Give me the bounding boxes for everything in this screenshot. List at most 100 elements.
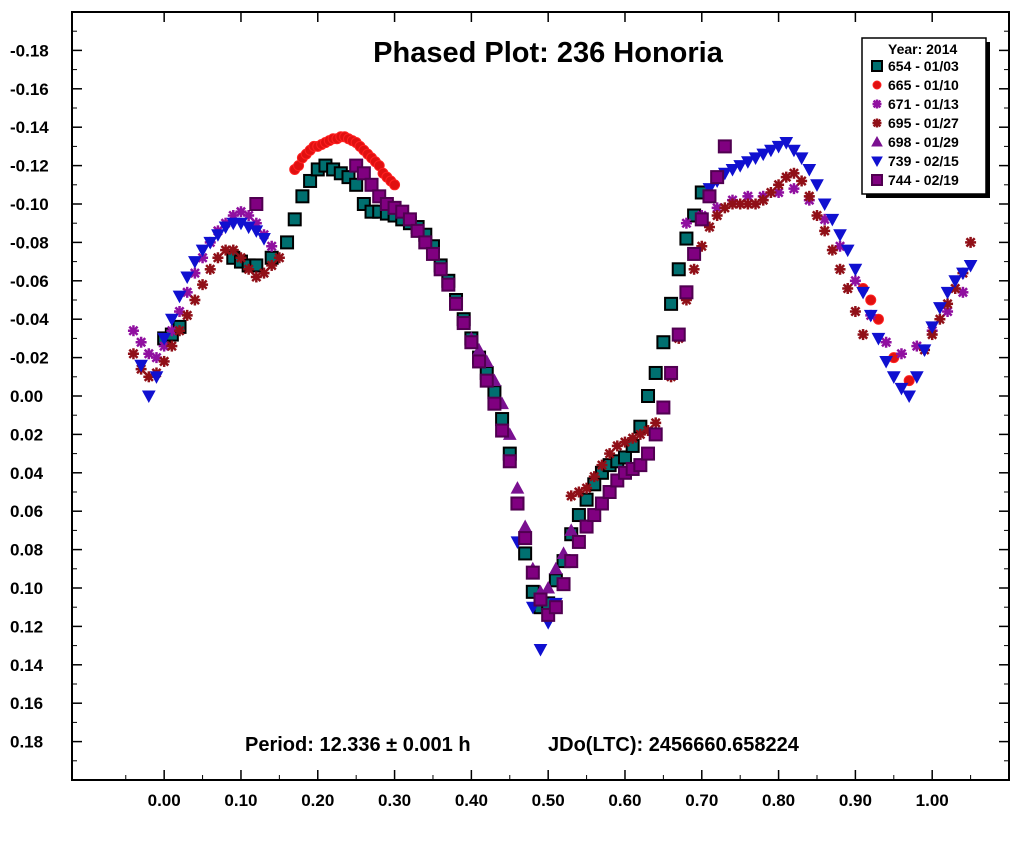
data-point — [273, 252, 285, 264]
data-point — [280, 235, 295, 250]
data-point — [141, 390, 156, 404]
data-point — [849, 275, 861, 287]
data-point — [773, 179, 785, 191]
series-3 — [127, 167, 977, 502]
data-point — [727, 198, 739, 210]
data-point — [633, 458, 648, 473]
data-point — [604, 448, 616, 460]
data-point — [402, 212, 417, 227]
x-tick-label: 0.20 — [301, 791, 334, 810]
legend-label: 665 - 01/10 — [888, 77, 959, 93]
y-tick-label: 0.14 — [10, 656, 44, 675]
data-point — [602, 485, 617, 499]
data-point — [212, 252, 224, 264]
data-point — [840, 244, 855, 258]
data-point — [174, 325, 186, 337]
x-tick-label: 0.60 — [608, 791, 641, 810]
data-point — [456, 316, 471, 331]
data-point — [518, 531, 533, 546]
y-tick-label: 0.04 — [10, 464, 44, 483]
data-point — [227, 244, 239, 256]
legend-title: Year: 2014 — [888, 41, 957, 57]
data-point — [495, 412, 510, 427]
legend: Year: 2014 654 - 01/03 665 - 01/10 671 - 0… — [861, 37, 990, 198]
data-point — [965, 236, 977, 248]
data-point — [857, 329, 869, 341]
data-point — [810, 179, 824, 192]
data-point — [765, 186, 777, 198]
data-point — [825, 213, 840, 227]
data-point — [588, 471, 600, 483]
data-point — [687, 246, 702, 261]
data-point — [833, 229, 847, 242]
data-point — [733, 160, 748, 173]
data-point — [243, 263, 255, 275]
data-point — [564, 554, 579, 569]
data-point — [127, 325, 139, 337]
data-point — [249, 225, 264, 238]
data-point — [819, 225, 831, 237]
axis-ticks: 0.00 0.10 0.20 0.30 0.40 0.50 0.60 0.70 0.80 0.90… — [10, 12, 1009, 810]
data-point — [587, 508, 602, 523]
data-point — [418, 235, 433, 250]
data-point — [794, 152, 809, 165]
data-point — [166, 325, 178, 337]
data-point — [871, 332, 886, 346]
series-5 — [134, 137, 978, 657]
x-tick-label: 0.30 — [378, 791, 411, 810]
legend-marker — [872, 118, 882, 128]
data-point — [180, 271, 195, 285]
legend-label: 654 - 01/03 — [888, 58, 959, 74]
data-point — [848, 263, 863, 277]
data-point — [703, 221, 715, 233]
data-point — [956, 267, 970, 281]
data-point — [541, 580, 556, 594]
data-point — [235, 252, 247, 264]
data-point — [349, 177, 364, 192]
y-tick-label: -0.16 — [10, 80, 49, 99]
data-point — [487, 385, 502, 400]
data-point — [157, 332, 172, 346]
data-point — [641, 446, 656, 461]
data-point — [594, 496, 609, 511]
data-point — [702, 183, 717, 196]
x-tick-label: 0.90 — [839, 791, 872, 810]
data-point — [510, 496, 525, 511]
x-tick-label: 0.10 — [224, 791, 257, 810]
data-point — [579, 519, 594, 534]
series-1 — [289, 131, 915, 387]
data-point — [495, 423, 510, 438]
jdo-label: JDo(LTC): 2456660.658224 — [548, 734, 800, 756]
plot-area — [127, 131, 978, 657]
data-point — [502, 454, 517, 469]
data-point — [203, 236, 218, 250]
data-point — [204, 263, 216, 275]
data-point — [802, 163, 817, 177]
data-point — [756, 148, 771, 162]
chart-title: Phased Plot: 236 Honoria — [373, 37, 724, 69]
data-point — [449, 296, 464, 311]
data-point — [650, 417, 662, 429]
legend-label: 695 - 01/27 — [888, 115, 959, 131]
data-point — [694, 212, 709, 227]
data-point — [865, 294, 877, 306]
data-point — [464, 335, 479, 350]
data-point — [479, 373, 494, 388]
x-tick-label: 0.80 — [762, 791, 795, 810]
legend-marker — [871, 135, 883, 147]
legend-marker — [871, 156, 883, 168]
data-point — [664, 365, 679, 380]
legend-label: 671 - 01/13 — [888, 96, 959, 112]
data-point — [942, 306, 954, 318]
data-point — [556, 577, 571, 592]
y-tick-label: -0.18 — [10, 41, 49, 60]
data-point — [525, 565, 540, 580]
legend-marker — [871, 60, 883, 72]
data-point — [165, 313, 179, 327]
data-point — [195, 244, 210, 258]
legend-marker — [872, 99, 882, 109]
data-point — [940, 286, 955, 300]
